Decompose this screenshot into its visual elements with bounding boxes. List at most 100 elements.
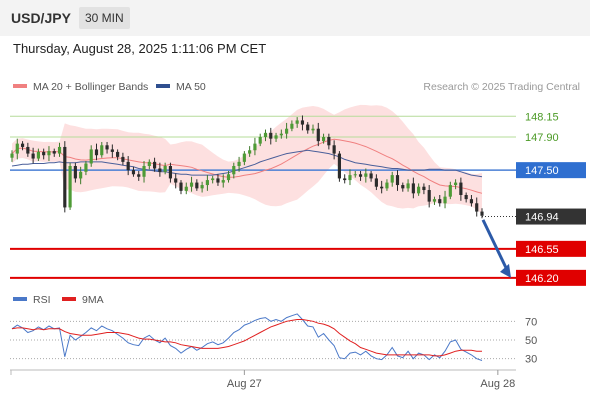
- candle-body: [395, 175, 400, 186]
- candle-body: [311, 128, 315, 131]
- candle-body: [52, 151, 56, 154]
- candle-body: [248, 150, 252, 154]
- candle-body: [327, 137, 331, 146]
- candle-body: [422, 186, 426, 191]
- candle-body: [269, 132, 273, 139]
- candle-body: [179, 182, 183, 191]
- candle-body: [79, 171, 83, 179]
- rsi-level-label-1: 50: [525, 335, 537, 347]
- forecast-arrow-shaft: [481, 219, 509, 271]
- candle-body: [94, 149, 99, 156]
- candle-body: [364, 173, 368, 177]
- candle-body: [137, 174, 141, 177]
- candle-body: [432, 199, 437, 202]
- candle-body: [253, 143, 257, 151]
- candle-body: [153, 161, 157, 169]
- resistance-label-0: 148.15: [525, 111, 559, 123]
- support-label-5: 146.20: [525, 273, 559, 285]
- candle-body: [89, 149, 93, 164]
- rsi-level-label-2: 30: [525, 354, 537, 366]
- candle-body: [63, 146, 67, 208]
- candle-body: [126, 161, 130, 171]
- candle-body: [216, 178, 220, 183]
- resistance-label-1: 147.90: [525, 132, 559, 144]
- candle-body: [47, 151, 51, 156]
- candle-body: [380, 186, 384, 189]
- candle-body: [226, 174, 231, 181]
- candle-body: [438, 199, 442, 204]
- candle-body: [84, 163, 88, 172]
- candle-body: [36, 151, 40, 159]
- candle-body: [158, 168, 162, 172]
- legend-swatch-1: [156, 84, 170, 88]
- candle-body: [374, 178, 378, 187]
- interval-button[interactable]: 30 MIN: [79, 7, 130, 29]
- support-label-4: 146.55: [525, 244, 559, 256]
- candle-body: [464, 195, 468, 200]
- candle-body: [73, 166, 77, 179]
- candle-body: [411, 183, 415, 194]
- candle-body: [295, 120, 299, 124]
- last-price-label: 146.94: [525, 212, 559, 224]
- candle-body: [300, 120, 305, 125]
- candle-body: [469, 199, 474, 204]
- candle-body: [343, 178, 347, 181]
- candle-body: [337, 153, 341, 179]
- rsi-legend-label-0: RSI: [33, 294, 51, 306]
- timestamp: Thursday, August 28, 2025 1:11:06 PM CET: [13, 41, 267, 56]
- candle-body: [237, 161, 241, 166]
- legend-label-1: MA 50: [176, 81, 206, 93]
- candle-body: [232, 166, 236, 175]
- candle-body: [258, 137, 262, 144]
- candle-body: [200, 185, 204, 189]
- rsi-line: [11, 313, 483, 361]
- candle-body: [321, 137, 326, 142]
- candle-body: [110, 149, 114, 152]
- candle-body: [406, 183, 410, 189]
- candle-body: [168, 166, 173, 179]
- candle-body: [105, 145, 109, 150]
- candle-body: [131, 170, 136, 175]
- candle-body: [142, 166, 146, 177]
- candle-body: [475, 203, 479, 212]
- candle-body: [163, 166, 167, 172]
- candle-body: [353, 174, 357, 176]
- candle-body: [263, 132, 268, 137]
- candle-body: [189, 182, 194, 187]
- candle-body: [274, 135, 278, 139]
- candle-body: [174, 178, 178, 183]
- bollinger-band: [12, 104, 482, 214]
- candle-body: [205, 180, 209, 186]
- candle-body: [42, 151, 46, 156]
- candle-body: [385, 182, 389, 189]
- candle-body: [121, 156, 125, 162]
- candle-body: [348, 175, 352, 181]
- candle-body: [454, 182, 458, 186]
- candle-body: [10, 153, 14, 158]
- candle-body: [443, 196, 447, 204]
- support-tag-5: [516, 269, 586, 286]
- candle-body: [211, 178, 215, 181]
- candle-body: [459, 182, 463, 195]
- candle-body: [242, 153, 246, 162]
- forecast-arrow-head: [500, 263, 511, 278]
- candle-body: [369, 173, 373, 179]
- candle-body: [316, 128, 320, 142]
- candle-body: [285, 128, 289, 134]
- symbol-label: USD/JPY: [11, 10, 71, 26]
- pivot-label: 147.50: [525, 165, 559, 177]
- candle-body: [31, 153, 35, 159]
- candle-body: [427, 190, 431, 202]
- rsi-legend-label-1: 9MA: [82, 294, 104, 306]
- candle-body: [417, 186, 421, 194]
- candle-body: [68, 166, 72, 208]
- x-axis-label-1: Aug 28: [480, 378, 515, 390]
- rsi-level-label-0: 70: [525, 316, 537, 328]
- candle-body: [358, 174, 363, 177]
- credit-text: Research © 2025 Trading Central: [423, 81, 580, 93]
- rsi-legend-swatch-1: [62, 297, 76, 301]
- support-tag-4: [516, 240, 586, 257]
- candle-body: [332, 145, 336, 154]
